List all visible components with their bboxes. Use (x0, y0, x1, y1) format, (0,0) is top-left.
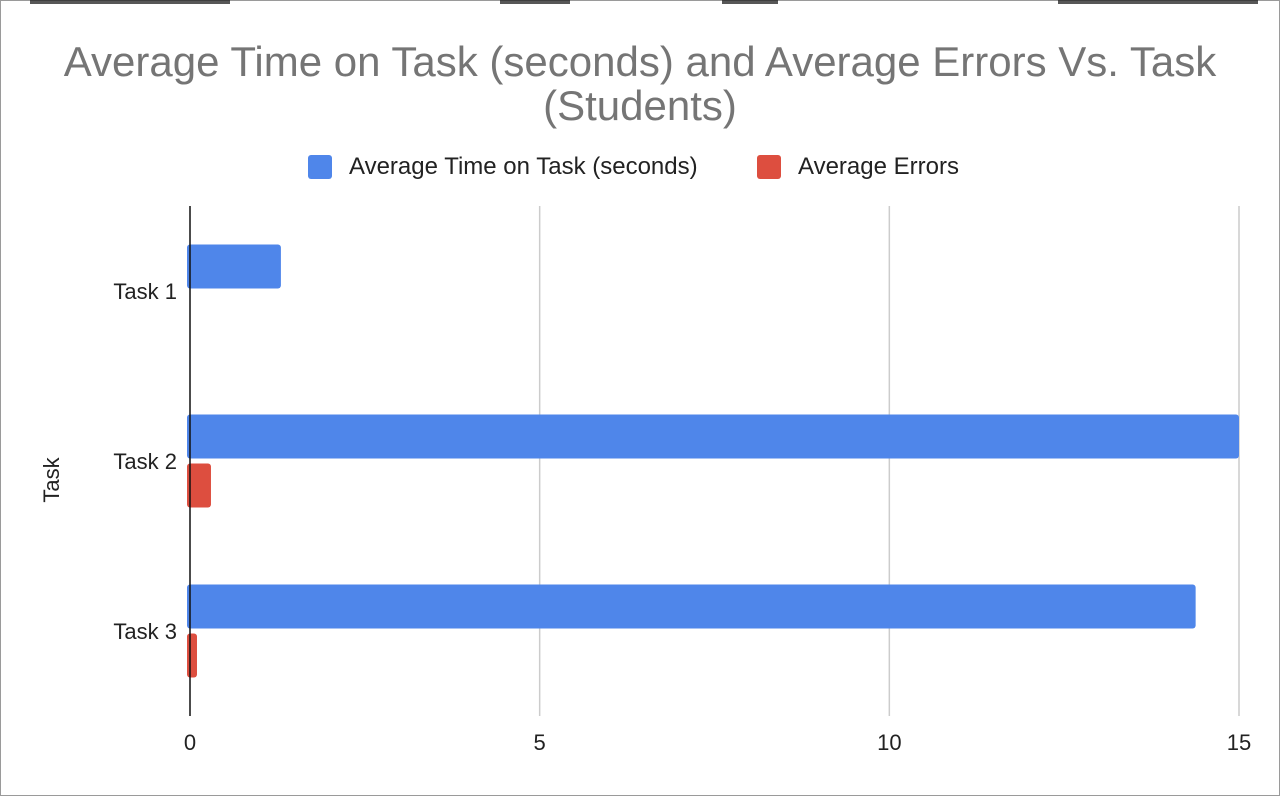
x-tick-label: 15 (1227, 730, 1251, 755)
legend-label-errors: Average Errors (798, 153, 959, 180)
category-label: Task 1 (113, 279, 177, 304)
legend-swatch-time (308, 155, 332, 179)
legend-label-time: Average Time on Task (seconds) (349, 153, 698, 180)
category-label: Task 3 (113, 619, 177, 644)
legend-swatch-errors (757, 155, 781, 179)
chart-title-line-2: (Students) (543, 82, 737, 129)
bar-time-3 (187, 584, 1196, 629)
x-tick-labels: 0 5 10 15 (184, 730, 1251, 755)
chart-title: Average Time on Task (seconds) and Avera… (64, 38, 1217, 129)
bar-errors-3 (187, 633, 197, 678)
bar-errors-2 (187, 463, 211, 508)
category-label: Task 2 (113, 449, 177, 474)
bar-time-2 (187, 414, 1239, 459)
bar-time-1 (187, 244, 281, 289)
x-tick-label: 10 (877, 730, 901, 755)
legend: Average Time on Task (seconds) Average E… (308, 153, 959, 180)
x-tick-label: 5 (534, 730, 546, 755)
bars (187, 244, 1239, 678)
category-labels: Task 1 Task 2 Task 3 (113, 279, 177, 644)
cropped-header-strip (0, 0, 1280, 4)
gridlines (538, 206, 1240, 716)
y-axis-title: Task (39, 456, 64, 502)
x-tick-label: 0 (184, 730, 196, 755)
chart-title-line-1: Average Time on Task (seconds) and Avera… (64, 38, 1217, 85)
